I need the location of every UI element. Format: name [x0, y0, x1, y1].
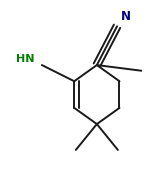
Text: HN: HN	[16, 54, 35, 64]
Text: N: N	[121, 10, 131, 23]
